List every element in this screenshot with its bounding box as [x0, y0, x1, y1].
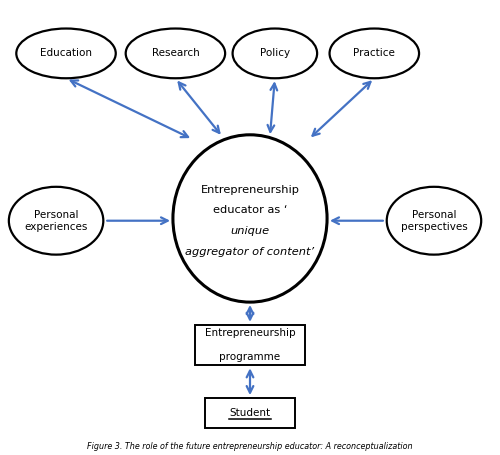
Text: Entrepreneurship: Entrepreneurship: [200, 186, 300, 195]
Ellipse shape: [386, 187, 481, 255]
Ellipse shape: [9, 187, 104, 255]
Text: Personal
perspectives: Personal perspectives: [400, 210, 468, 232]
Ellipse shape: [330, 29, 419, 78]
Text: unique: unique: [230, 226, 270, 236]
Text: Entrepreneurship

programme: Entrepreneurship programme: [204, 329, 296, 362]
Ellipse shape: [16, 29, 116, 78]
Ellipse shape: [173, 135, 327, 302]
Text: Policy: Policy: [260, 48, 290, 58]
Ellipse shape: [232, 29, 317, 78]
Text: Education: Education: [40, 48, 92, 58]
Text: Student: Student: [230, 408, 270, 418]
Ellipse shape: [126, 29, 225, 78]
Bar: [206, 398, 295, 428]
Text: Figure 3. The role of the future entrepreneurship educator: A reconceptualizatio: Figure 3. The role of the future entrepr…: [87, 442, 413, 451]
Bar: [196, 325, 304, 365]
Text: Practice: Practice: [354, 48, 395, 58]
Text: aggregator of content’: aggregator of content’: [186, 248, 314, 258]
Text: Personal
experiences: Personal experiences: [24, 210, 88, 232]
Text: Research: Research: [152, 48, 200, 58]
Text: educator as ‘: educator as ‘: [213, 205, 287, 215]
